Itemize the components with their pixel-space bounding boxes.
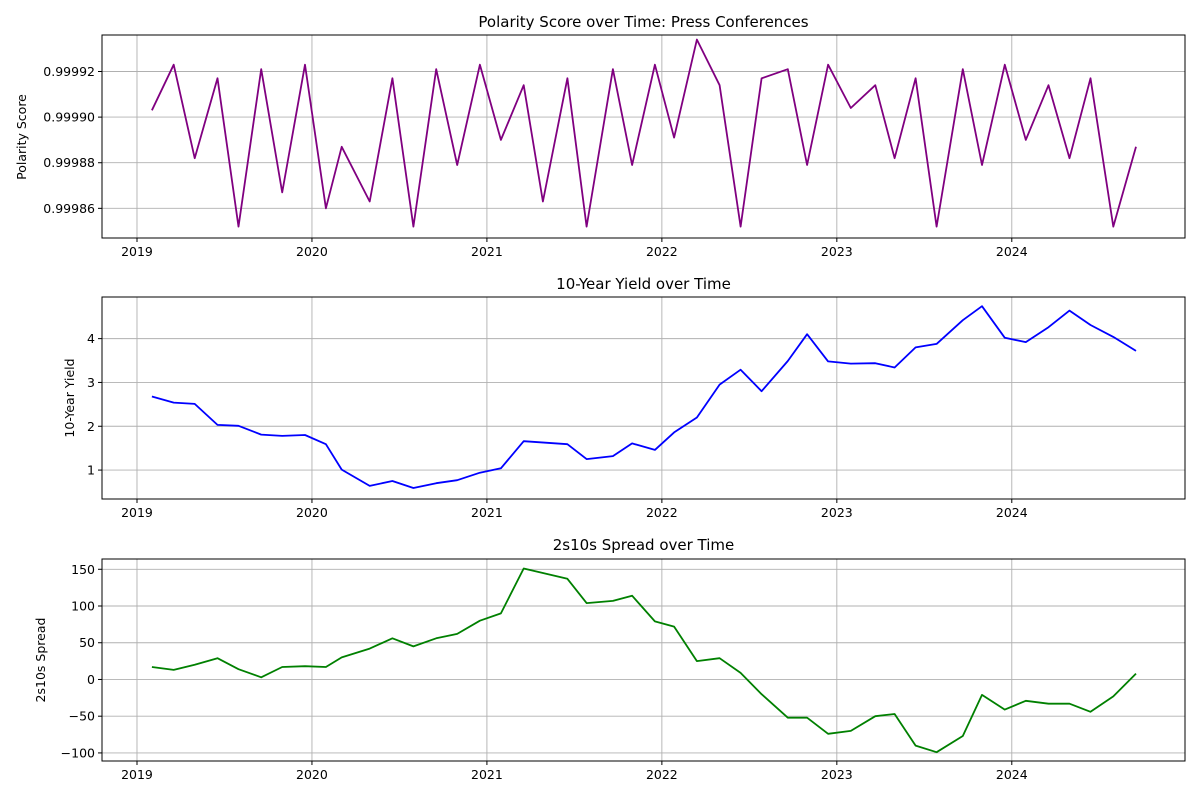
x-tick-label: 2019 (121, 244, 153, 259)
x-tick-label: 2020 (296, 505, 328, 520)
x-tick-label: 2022 (646, 244, 678, 259)
x-tick-label: 2019 (121, 767, 153, 782)
y-tick-label: 0 (87, 672, 95, 687)
x-tick-label: 2023 (821, 505, 853, 520)
series (151, 567, 1137, 754)
y-tick-label: 0.99992 (43, 64, 95, 79)
y-tick-label: 0.99990 (43, 110, 95, 125)
series (151, 38, 1137, 228)
ten-year-yield-chart: 10-Year Yield over Time 10-Year Yield 20… (62, 275, 1186, 520)
y-tick-label: 0.99988 (43, 155, 95, 170)
chart-title: 10-Year Yield over Time (556, 275, 731, 293)
axis-ticks: 2019 2020 2021 2022 2023 2024 1 2 3 4 (87, 331, 1028, 520)
x-tick-label: 2023 (821, 767, 853, 782)
chart-title: 2s10s Spread over Time (553, 536, 735, 554)
y-tick-label: 100 (71, 599, 95, 614)
series (151, 305, 1137, 489)
y-tick-label: 0.99986 (43, 201, 95, 216)
y-tick-label: −100 (61, 745, 95, 760)
x-tick-label: 2024 (996, 767, 1028, 782)
y-tick-label: 50 (79, 635, 95, 650)
axis-ticks: 2019 2020 2021 2022 2023 2024 −100 −50 0 50 100 150 (61, 562, 1028, 782)
plot-area-frame (101, 34, 1186, 239)
spread-chart: 2s10s Spread over Time 2s10s Spread 2019… (33, 536, 1186, 782)
polarity-score-chart: Polarity Score over Time: Press Conferen… (14, 13, 1186, 259)
x-tick-label: 2019 (121, 505, 153, 520)
x-tick-label: 2020 (296, 244, 328, 259)
y-tick-label: 2 (87, 419, 95, 434)
y-tick-label: 1 (87, 463, 95, 478)
gridlines (102, 297, 1185, 499)
y-tick-label: 150 (71, 562, 95, 577)
x-tick-label: 2021 (471, 244, 503, 259)
series-line (151, 305, 1137, 489)
y-tick-label: −50 (69, 709, 95, 724)
chart-title: Polarity Score over Time: Press Conferen… (478, 13, 808, 31)
x-tick-label: 2022 (646, 767, 678, 782)
plot-area-frame (101, 296, 1186, 500)
y-axis-label: 10-Year Yield (62, 358, 77, 437)
x-tick-label: 2021 (471, 767, 503, 782)
x-tick-label: 2023 (821, 244, 853, 259)
x-tick-label: 2024 (996, 505, 1028, 520)
y-tick-label: 4 (87, 331, 95, 346)
y-axis-label: 2s10s Spread (33, 618, 48, 703)
x-tick-label: 2021 (471, 505, 503, 520)
x-tick-label: 2020 (296, 767, 328, 782)
x-tick-label: 2024 (996, 244, 1028, 259)
gridlines (102, 559, 1185, 761)
x-tick-label: 2022 (646, 505, 678, 520)
y-axis-label: Polarity Score (14, 94, 29, 180)
series-line (151, 38, 1137, 228)
series-line (151, 567, 1137, 754)
plot-area-frame (101, 558, 1186, 762)
axis-ticks: 2019 2020 2021 2022 2023 2024 0.99986 0.99988 0.… (43, 64, 1027, 259)
y-tick-label: 3 (87, 375, 95, 390)
